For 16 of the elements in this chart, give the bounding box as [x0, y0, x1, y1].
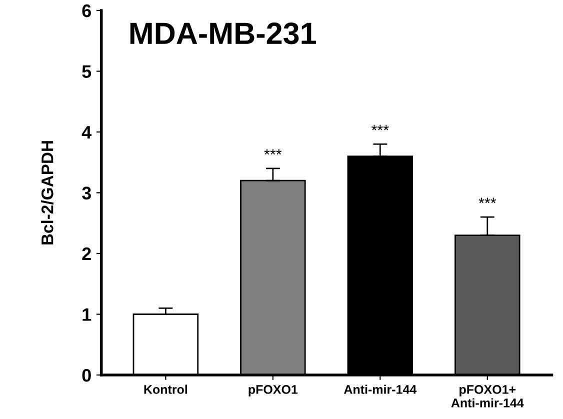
- annotation: ***: [264, 149, 282, 155]
- annotation: ***: [478, 198, 496, 204]
- y-tick-label: 3: [82, 186, 91, 200]
- annotation: ***: [371, 124, 389, 130]
- y-tick-label: 1: [82, 308, 92, 321]
- y-tick-label: 2: [82, 247, 91, 260]
- x-tick-label: Anti-mir-144: [344, 384, 417, 394]
- x-tick-label: pFOXO1+ Anti-mir-144: [451, 385, 524, 408]
- y-tick-label: 5: [82, 65, 92, 78]
- chart-title: MDA-MB-231: [130, 22, 316, 44]
- x-tick-label: Kontrol: [144, 384, 188, 394]
- x-tick-label: pFOXO1: [248, 385, 298, 396]
- y-axis-title: Bcl-2/GAPDH: [41, 141, 54, 244]
- y-tick-label: 4: [82, 126, 92, 139]
- y-tick-label: 0: [82, 368, 91, 382]
- y-tick-label: 6: [82, 4, 91, 18]
